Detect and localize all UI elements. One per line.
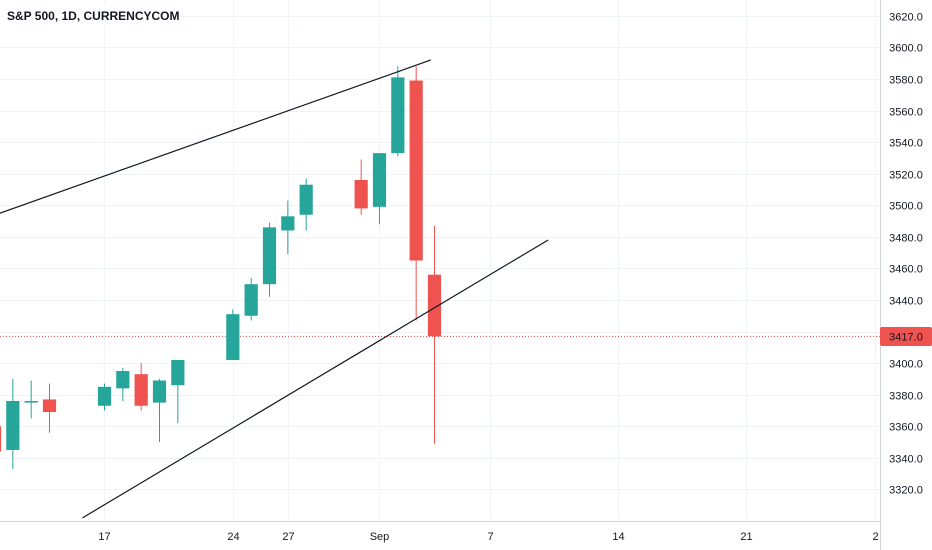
candle-body xyxy=(97,386,112,406)
price-tick-label: 3320.0 xyxy=(889,485,923,497)
price-tick-label: 3400.0 xyxy=(889,359,923,371)
candle xyxy=(24,380,38,419)
candle-body xyxy=(372,153,387,207)
candle-body xyxy=(244,284,258,316)
candle xyxy=(427,225,442,444)
time-tick-label: 27 xyxy=(282,531,294,543)
candle xyxy=(409,66,423,321)
price-tick-label: 3360.0 xyxy=(889,422,923,434)
time-tick-label: 7 xyxy=(487,531,493,543)
candle xyxy=(372,153,387,225)
candle-body xyxy=(299,184,313,215)
price-tick-label: 3620.0 xyxy=(889,12,923,24)
candle xyxy=(116,367,130,402)
last-price-value: 3417.0 xyxy=(889,332,923,344)
price-tick-label: 3480.0 xyxy=(889,233,923,245)
candle-body xyxy=(171,359,185,386)
candle xyxy=(281,200,295,255)
candle xyxy=(97,383,112,411)
candle xyxy=(152,378,167,443)
candle-body xyxy=(6,401,20,450)
last-price-badge xyxy=(880,327,932,346)
price-tick-label: 3460.0 xyxy=(889,264,923,276)
trendline[interactable] xyxy=(82,239,549,519)
candle-body xyxy=(391,77,405,154)
time-tick-label: 2 xyxy=(872,531,878,543)
time-tick-label: 24 xyxy=(227,531,239,543)
time-axis[interactable]: 17 24 27 Sep 7 14 21 2 xyxy=(98,531,878,543)
grid xyxy=(0,0,880,521)
price-tick-label: 3500.0 xyxy=(889,201,923,213)
chart-title: S&P 500, 1D, CURRENCYCOM xyxy=(7,9,180,23)
title-background xyxy=(4,4,174,24)
time-tick-label: 21 xyxy=(740,531,752,543)
candle-body xyxy=(24,401,38,403)
candle xyxy=(391,66,405,157)
candle-body xyxy=(116,371,130,389)
time-tick-label: 17 xyxy=(98,531,110,543)
candle-body xyxy=(427,274,442,337)
candle-body xyxy=(409,80,423,261)
price-tick-label: 3600.0 xyxy=(889,43,923,55)
time-tick-label: 14 xyxy=(612,531,624,543)
candle-body xyxy=(0,426,2,452)
candle xyxy=(244,277,258,321)
candle xyxy=(226,309,240,360)
candle-body xyxy=(281,216,295,231)
candle-body xyxy=(354,179,368,209)
price-tick-label: 3540.0 xyxy=(889,138,923,150)
candle xyxy=(42,383,57,433)
price-tick-label: 3340.0 xyxy=(889,454,923,466)
price-tick-label: 3560.0 xyxy=(889,107,923,119)
price-tick-label: 3440.0 xyxy=(889,296,923,308)
last-price-label: 3417.0 xyxy=(880,327,932,346)
candle xyxy=(354,159,368,215)
candle-body xyxy=(134,374,148,406)
candle xyxy=(0,426,2,452)
candle xyxy=(299,178,313,231)
candle xyxy=(262,222,277,297)
candle xyxy=(171,359,185,424)
trendlines xyxy=(0,59,549,519)
candle xyxy=(134,363,148,411)
time-tick-label: Sep xyxy=(370,531,390,543)
price-tick-label: 3580.0 xyxy=(889,75,923,87)
price-tick-label: 3380.0 xyxy=(889,391,923,403)
price-tick-label: 3520.0 xyxy=(889,170,923,182)
candle-body xyxy=(152,380,167,403)
candle-body xyxy=(262,227,277,285)
trendline[interactable] xyxy=(0,59,432,214)
candle-body xyxy=(42,399,57,413)
candles xyxy=(0,66,442,469)
candle xyxy=(6,378,20,469)
candle-body xyxy=(226,314,240,360)
